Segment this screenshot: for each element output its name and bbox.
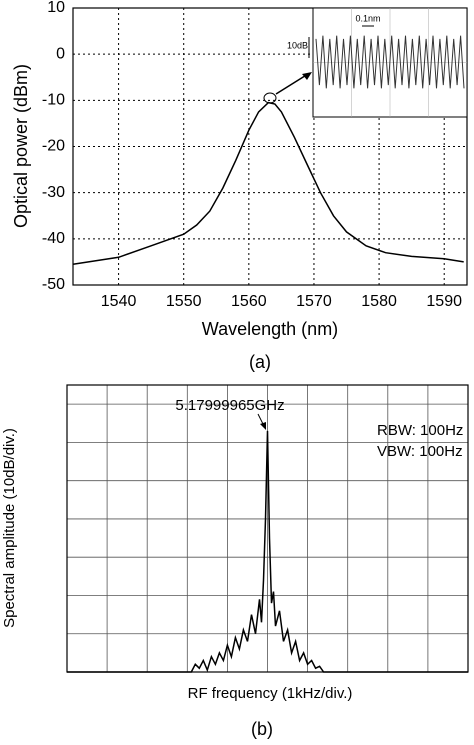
- y-tick-label: -50: [42, 276, 65, 293]
- annotation: 5.17999965GHz: [175, 397, 284, 414]
- data-line: [72, 101, 464, 265]
- x-axis-label: Wavelength (nm): [202, 319, 338, 339]
- peak-circle: [263, 92, 277, 104]
- y-tick-label: -40: [42, 230, 65, 247]
- y-tick-label: -30: [42, 184, 65, 201]
- x-tick-label: 1560: [231, 293, 267, 310]
- x-axis-label: RF frequency (1kHz/div.): [188, 685, 353, 702]
- x-tick-label: 1590: [426, 293, 462, 310]
- inset-scale-label: 10dB: [287, 40, 308, 50]
- arrow-head: [260, 422, 266, 430]
- caption: (a): [249, 352, 271, 372]
- x-tick-label: 1540: [101, 293, 137, 310]
- data-line: [67, 430, 468, 673]
- x-tick-label: 1570: [296, 293, 332, 310]
- y-tick-label: -20: [42, 138, 65, 155]
- plot-frame: [72, 7, 468, 286]
- x-tick-label: 1550: [166, 293, 202, 310]
- inset-arrow: [275, 73, 309, 95]
- caption: (b): [251, 719, 273, 739]
- y-axis-label: Spectral amplitude (10dB/div.): [1, 428, 18, 628]
- arrow-head: [302, 72, 312, 80]
- x-tick-label: 1580: [361, 293, 397, 310]
- annotation: RBW: 100Hz: [377, 422, 463, 439]
- plot-frame: [66, 384, 469, 673]
- y-tick-label: 0: [56, 45, 65, 62]
- y-tick-label: -10: [42, 92, 65, 109]
- y-axis-label: Optical power (dBm): [11, 64, 31, 228]
- annotation: VBW: 100Hz: [377, 443, 463, 460]
- inset-span-label: 0.1nm: [355, 13, 380, 23]
- inset-line: [315, 35, 465, 89]
- y-tick-label: 10: [47, 0, 65, 16]
